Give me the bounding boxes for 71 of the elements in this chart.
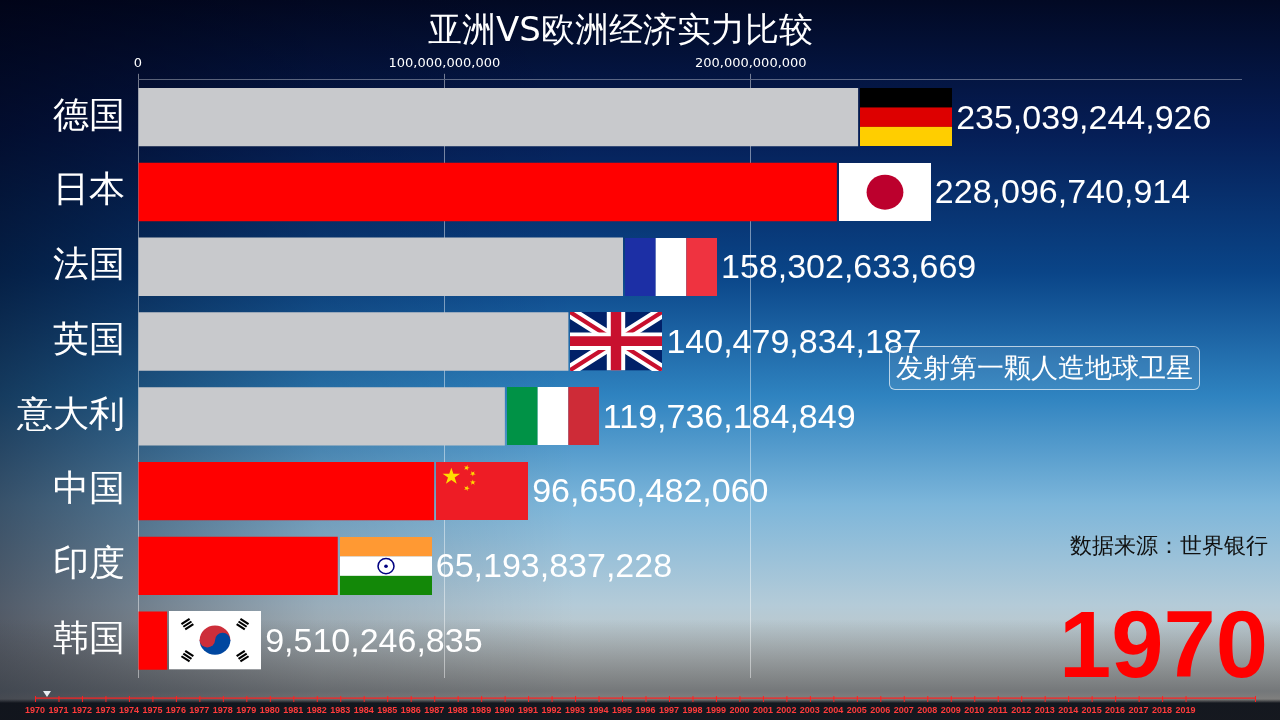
annotation: 1970 [1058, 592, 1268, 697]
text: 1997 [658, 705, 679, 716]
text: 1980 [259, 705, 280, 716]
text: 2006 [870, 705, 891, 716]
data-label: 65,193,837,228 [435, 546, 673, 585]
text: 1984 [353, 705, 374, 716]
text: 2015 [1081, 705, 1102, 716]
text: 1970 [24, 705, 46, 716]
text: 2011 [987, 705, 1008, 716]
text: 2009 [940, 705, 961, 716]
y-tick-label: 意大利 [16, 392, 125, 434]
text: 1992 [541, 705, 562, 716]
text: 1998 [682, 705, 703, 716]
chart-title: 亚洲VS欧洲经济实力比较 [428, 9, 813, 50]
text: 1974 [118, 705, 139, 716]
text: 2013 [1034, 705, 1055, 716]
text: 1975 [142, 705, 163, 716]
y-tick-label: 英国 [53, 317, 125, 359]
text: 2004 [823, 705, 844, 716]
text: 1982 [306, 705, 327, 716]
text: 2012 [1011, 705, 1032, 716]
text: 1995 [612, 705, 633, 716]
text: 1971 [48, 705, 69, 716]
text: 1986 [400, 705, 421, 716]
data-label: 235,039,244,926 [956, 97, 1212, 136]
text: 1973 [95, 705, 116, 716]
text: 1993 [565, 705, 586, 716]
y-tick-label: 日本 [53, 168, 125, 210]
data-label: 9,510,246,835 [265, 620, 483, 659]
text: 2017 [1128, 705, 1149, 716]
data-label: 158,302,633,669 [721, 247, 977, 286]
text: 2002 [776, 705, 797, 716]
text: 2010 [964, 705, 985, 716]
text: 1983 [330, 705, 351, 716]
text: 2018 [1152, 705, 1173, 716]
text: 1981 [283, 705, 304, 716]
text: 1994 [588, 705, 609, 716]
text: 2007 [893, 705, 914, 716]
y-tick-label: 韩国 [53, 616, 125, 658]
text: 1977 [189, 705, 210, 716]
text: 1999 [705, 705, 726, 716]
text: 2000 [729, 705, 750, 716]
text: 1976 [165, 705, 186, 716]
text: 2014 [1058, 705, 1079, 716]
text: 1985 [377, 705, 398, 716]
text: 1988 [447, 705, 468, 716]
text: 2001 [752, 705, 773, 716]
text: 1972 [71, 705, 92, 716]
y-tick-label: 法国 [53, 243, 125, 285]
x-tick-label: 100,000,000,000 [388, 55, 501, 71]
y-tick-label: 德国 [53, 93, 125, 135]
annotation: 数据来源：世界银行 [1070, 532, 1268, 560]
text: 2005 [846, 705, 867, 716]
text: 1978 [212, 705, 233, 716]
text: 2019 [1175, 705, 1196, 716]
text: 2008 [917, 705, 938, 716]
text: 1996 [635, 705, 656, 716]
text: 2003 [799, 705, 820, 716]
text: 2016 [1105, 705, 1126, 716]
y-tick-label: 中国 [53, 467, 125, 509]
data-label: 96,650,482,060 [532, 471, 769, 510]
x-tick-label: 0 [133, 55, 143, 71]
text: 1979 [236, 705, 257, 716]
text: 1989 [471, 705, 492, 716]
text: 1990 [494, 705, 515, 716]
text: 1991 [518, 705, 539, 716]
y-tick-label: 印度 [53, 542, 125, 584]
data-label: 228,096,740,914 [934, 172, 1191, 211]
data-label: 119,736,184,849 [602, 396, 856, 435]
x-tick-label: 200,000,000,000 [694, 55, 807, 71]
text: 1987 [424, 705, 445, 716]
